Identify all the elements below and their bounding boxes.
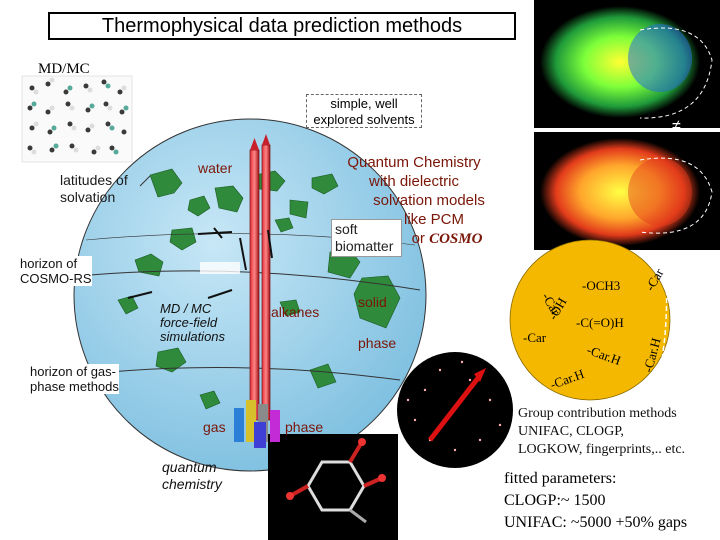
biomatter-line: biomatter: [335, 238, 394, 254]
latitudes-line1: latitudes of: [60, 172, 128, 188]
md-mc-label: MD/MC: [38, 61, 90, 77]
horizon-gas-line1: horizon of gas-: [30, 364, 116, 379]
molecule-structure-image: [268, 434, 398, 540]
slide-title: Thermophysical data prediction methods: [48, 12, 516, 40]
not-equal-symbol: ≠: [672, 118, 681, 135]
jet-icons: [127, 227, 273, 299]
latitudes-label: latitudes of solvation: [60, 172, 128, 206]
quantum-chemistry-bottom-label: quantum chemistry: [162, 459, 222, 493]
group-c-oh: -C(=O)H: [576, 315, 624, 330]
simple-solvents-line1: simple, well: [330, 96, 398, 111]
qc-line2: with dielectric: [368, 173, 460, 190]
starfield-image: [397, 352, 513, 468]
group-car-left: -Car: [523, 330, 547, 345]
or-prefix: or: [411, 230, 425, 247]
quantum-chemistry-text: Quantum Chemistry with dielectric solvat…: [322, 153, 506, 249]
group-contribution-text: Group contribution methods UNIFAC, CLOGP…: [518, 405, 718, 459]
horizon-cosmors-label: horizon of COSMO-RS: [20, 256, 92, 286]
qc-line1: Quantum Chemistry: [347, 154, 481, 171]
fitted-line3: UNIFAC: ~5000 +50% gaps: [504, 514, 688, 531]
qc-line5: or COSMO: [322, 229, 506, 249]
gas-phase-icons: [234, 400, 280, 448]
md-mc-ff-line1: MD / MC: [160, 301, 212, 316]
water-leader: [139, 175, 151, 187]
horizon-gas-label: horizon of gas- phase methods: [30, 364, 119, 394]
simple-solvents-box: simple, well explored solvents: [306, 94, 422, 128]
qc-line4: like PCM: [403, 211, 464, 228]
group-och3: -OCH3: [582, 278, 621, 293]
water-label: water: [198, 160, 233, 176]
horizon-gas-line2: phase methods: [30, 379, 119, 394]
molecules-image: [21, 75, 133, 163]
gc-line3: LOGKOW, fingerprints,.. etc.: [518, 442, 686, 457]
fitted-line1: fitted parameters:: [504, 470, 617, 487]
soft-biomatter-box: soft biomatter: [331, 219, 402, 257]
horizon-cosmors-line2: COSMO-RS: [20, 271, 92, 286]
phase-right-label: phase: [358, 335, 397, 351]
simple-solvents-line2: explored solvents: [313, 112, 415, 127]
solid-label: solid: [358, 294, 387, 310]
gc-line2: UNIFAC, CLOGP,: [518, 424, 624, 439]
md-mc-ff-line3: simulations: [160, 329, 226, 344]
horizon-cosmors-line1: horizon of: [20, 256, 78, 271]
fitted-line2: CLOGP:~ 1500: [504, 492, 606, 509]
md-mc-ff-label: MD / MC force-field simulations: [160, 302, 225, 344]
esp-map-images: [534, 0, 720, 250]
soft-line: soft: [335, 221, 358, 237]
md-mc-ff-line2: force-field: [160, 315, 218, 330]
qc-bottom-line2: chemistry: [162, 476, 222, 492]
group-contribution-disc: [509, 239, 671, 401]
cosmo-label: COSMO: [429, 231, 483, 247]
gas-label: gas: [203, 419, 226, 435]
phase-bottom-label: phase: [285, 419, 324, 435]
qc-bottom-line1: quantum: [162, 459, 217, 475]
qc-line3: solvation models: [373, 192, 485, 209]
gc-line1: Group contribution methods: [518, 406, 677, 421]
alkanes-label: alkanes: [271, 304, 320, 320]
latitudes-line2: solvation: [60, 189, 116, 205]
fitted-parameters-box: fitted parameters: CLOGP:~ 1500 UNIFAC: …: [500, 465, 718, 539]
